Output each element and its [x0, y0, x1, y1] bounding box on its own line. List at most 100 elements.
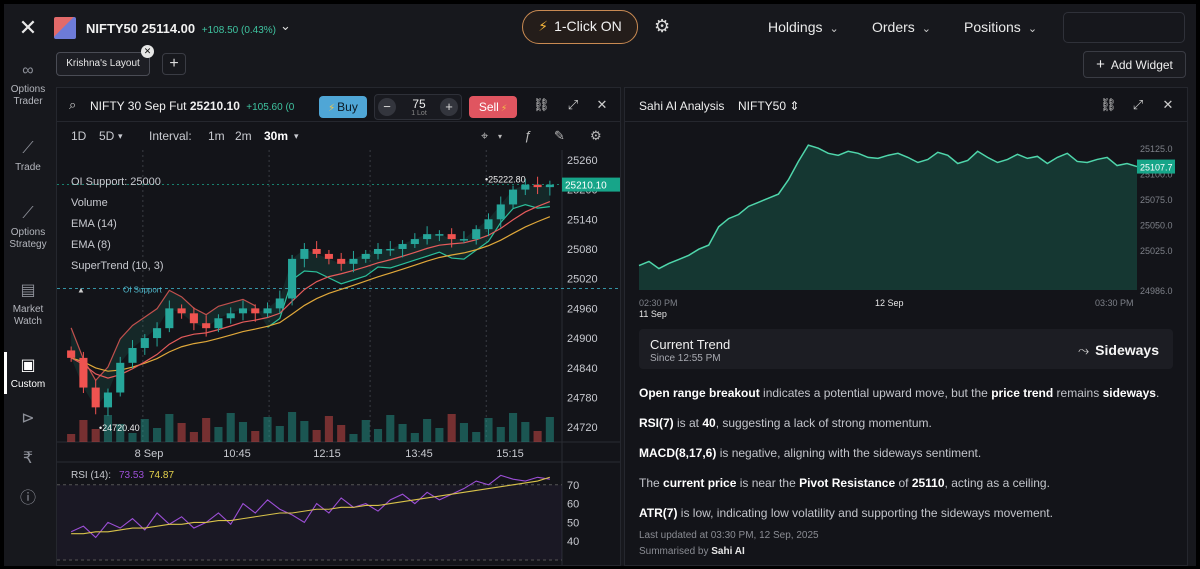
- candle-body: [177, 308, 186, 314]
- rsi-tick-label: 60: [567, 499, 579, 511]
- close-icon[interactable]: ✕: [141, 45, 154, 58]
- sell-button[interactable]: Sell ⚡: [469, 96, 517, 118]
- candle-body: [423, 234, 432, 240]
- interval-30m[interactable]: 30m: [264, 129, 289, 143]
- chevron-down-icon[interactable]: ▾: [294, 131, 299, 141]
- ai-last-tag-bg: [1137, 159, 1175, 174]
- add-layout-button[interactable]: +: [162, 53, 186, 75]
- quantity-value[interactable]: 75: [412, 97, 426, 111]
- candle-body: [484, 219, 493, 230]
- candle-body: [496, 204, 505, 220]
- chevron-down-icon[interactable]: ▾: [498, 132, 503, 141]
- draw-pen-icon[interactable]: ✎: [554, 128, 565, 143]
- sidebar-item-rupee[interactable]: ₹: [4, 450, 52, 472]
- link-icon[interactable]: ⛓: [533, 97, 550, 112]
- price-chart[interactable]: 2526025200251402508025020249602490024840…: [57, 150, 620, 565]
- supertrend-line: [267, 204, 550, 328]
- function-icon[interactable]: ƒ: [524, 128, 532, 143]
- lightning-icon: ⚡: [500, 103, 508, 113]
- interval-1m[interactable]: 1m: [208, 129, 225, 143]
- rsi-line: [70, 474, 550, 539]
- ai-y-tick-label: 25100.0: [1140, 170, 1173, 180]
- trend-value: ⤳ Sideways: [1078, 342, 1159, 359]
- price-tick-label: 24780: [567, 392, 598, 404]
- gear-icon[interactable]: ⚙: [654, 16, 671, 36]
- summary-credit: Summarised by Sahi AI: [639, 546, 745, 557]
- chevron-down-icon[interactable]: ▾: [118, 131, 123, 141]
- analysis-highlight: RSI(7): [639, 416, 674, 430]
- layout-tab[interactable]: Krishna's Layout: [56, 52, 150, 76]
- analysis-highlight: MACD(8,17,6): [639, 446, 717, 460]
- interval-2m[interactable]: 2m: [235, 129, 252, 143]
- time-tick-label: 10:45: [223, 448, 251, 460]
- sidebar-item-trade[interactable]: ⟋ Trade: [4, 140, 52, 174]
- candle-body: [140, 338, 149, 348]
- candle-body: [238, 308, 248, 314]
- price-tick-label: 25260: [567, 155, 598, 167]
- period-5d[interactable]: 5D: [99, 129, 115, 143]
- analysis-highlight: sideways: [1102, 386, 1156, 400]
- instrument-name: NIFTY 30 Sep Fut: [90, 99, 187, 113]
- nav-holdings[interactable]: Holdings ⌄: [768, 19, 839, 35]
- expand-icon[interactable]: ⤢: [567, 97, 579, 112]
- time-tick-label: 8 Sep: [135, 448, 164, 460]
- summarised-label: Summarised by: [639, 546, 709, 557]
- expand-icon[interactable]: ⤢: [1132, 97, 1144, 112]
- candle-body: [103, 392, 113, 408]
- buy-label: Buy: [337, 100, 358, 114]
- sidebar-item-play[interactable]: ⊳: [4, 410, 52, 432]
- one-click-toggle[interactable]: ⚡ 1-Click ON: [522, 10, 638, 44]
- add-widget-label: Add Widget: [1110, 58, 1173, 72]
- sidebar-item-market-watch[interactable]: ▤ Market Watch: [4, 282, 52, 328]
- add-widget-button[interactable]: + Add Widget: [1083, 51, 1186, 78]
- gear-icon[interactable]: ⚙: [590, 128, 602, 143]
- volume-bar: [410, 433, 419, 442]
- instrument-info[interactable]: NIFTY 30 Sep Fut 25210.10 +105.60 (0: [90, 99, 294, 113]
- candle-body: [545, 184, 554, 188]
- candle-body: [153, 328, 162, 339]
- chevron-down-icon: ⌄: [921, 23, 932, 35]
- trend-value-label: Sideways: [1095, 342, 1159, 358]
- volume-bar: [165, 414, 174, 442]
- trend-sideways-icon: ⤳: [1077, 342, 1090, 358]
- link-icon[interactable]: ⛓: [1100, 97, 1117, 112]
- search-icon[interactable]: ⌕: [69, 97, 77, 112]
- interval-label: Interval:: [149, 129, 192, 143]
- volume-bar: [533, 431, 542, 442]
- analysis-text: The: [639, 476, 664, 490]
- nav-positions[interactable]: Positions ⌄: [964, 19, 1037, 35]
- ai-y-tick-label: 24986.0: [1140, 286, 1173, 296]
- sidebar-item-help[interactable]: ⓘ: [4, 490, 52, 512]
- account-box[interactable]: [1063, 12, 1185, 43]
- chevron-down-icon[interactable]: ⌄: [280, 18, 291, 33]
- close-icon[interactable]: ✕: [18, 15, 38, 40]
- sidebar-item-custom[interactable]: ▣ Custom: [4, 357, 52, 391]
- rsi-tick-label: 40: [567, 536, 579, 548]
- close-icon[interactable]: ✕: [596, 97, 608, 112]
- crosshair-icon[interactable]: ⌖: [481, 128, 489, 143]
- index-ticker[interactable]: NIFTY50 25114.00 +108.50 (0.43%): [86, 21, 276, 36]
- candle-body: [67, 350, 76, 358]
- candle-body: [533, 184, 542, 188]
- sidebar-item-options-strategy[interactable]: ⟋ Options Strategy: [4, 205, 52, 251]
- close-icon[interactable]: ✕: [1162, 97, 1174, 112]
- volume-bar: [263, 417, 272, 442]
- indicator-label: EMA (14): [71, 218, 117, 230]
- period-1d[interactable]: 1D: [71, 129, 87, 143]
- summarised-by: Sahi AI: [711, 546, 745, 557]
- quantity-stepper[interactable]: − 75 1 Lot +: [374, 94, 462, 120]
- symbol-selector[interactable]: NIFTY50 ⇕: [738, 99, 799, 113]
- volume-bar: [300, 421, 309, 442]
- chart-header: ⌕ NIFTY 30 Sep Fut 25210.10 +105.60 (0 ⚡…: [57, 88, 620, 122]
- active-indicator: [4, 352, 7, 394]
- sell-label: Sell: [478, 100, 499, 114]
- minus-button[interactable]: −: [378, 98, 396, 116]
- volume-bar: [472, 432, 481, 442]
- sidebar-item-options-trader[interactable]: ∞ Options Trader: [4, 62, 52, 108]
- ai-price-chart[interactable]: 25125.0 25100.0 25075.0 25050.0 25025.0 24986…: [625, 128, 1187, 328]
- volume-bar: [312, 430, 321, 442]
- plus-button[interactable]: +: [440, 98, 458, 116]
- analysis-highlight: Open range breakout: [639, 386, 760, 400]
- buy-button[interactable]: ⚡ Buy: [319, 96, 367, 118]
- nav-orders[interactable]: Orders ⌄: [872, 19, 931, 35]
